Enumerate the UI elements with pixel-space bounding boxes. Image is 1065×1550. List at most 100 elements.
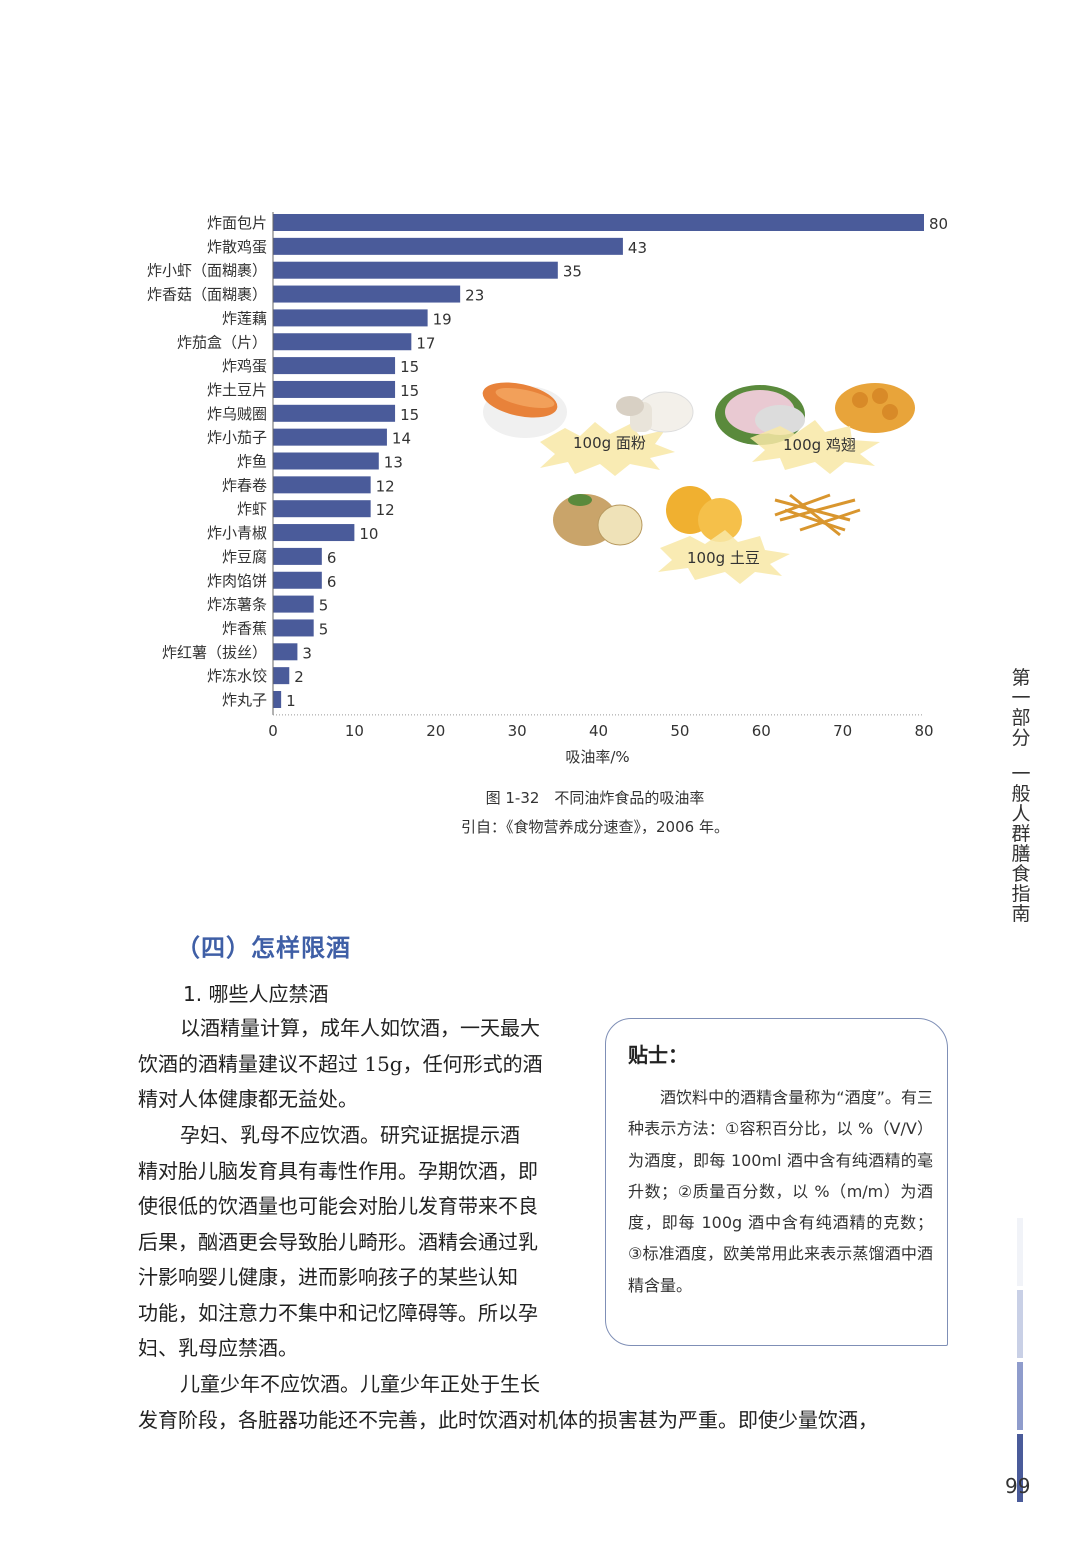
data-label: 12 (376, 501, 395, 519)
side-label-char: 般 (1011, 783, 1031, 805)
chart-bar (273, 643, 298, 661)
tip-title: 贴士： (628, 1043, 688, 1067)
section-title: （四）怎样限酒 (176, 934, 351, 962)
tip-text: 酒饮料中的酒精含量称为“酒度”。有三种表示方法：①容积百分比，以 %（V/V）为… (628, 1088, 933, 1295)
data-label: 14 (392, 430, 411, 448)
category-label: 炸香蕉 (222, 619, 267, 637)
label-burst-potato (658, 530, 790, 584)
side-chapter-label: 第一部分一般人群膳食指南 (1008, 668, 1034, 924)
label-wing: 100g 鸡翅 (783, 436, 856, 454)
figure-source: 引自：《食物营养成分速查》，2006 年。 (461, 818, 729, 836)
side-label-gap (1008, 748, 1034, 764)
category-label: 炸冻水饺 (207, 667, 267, 685)
side-label-char: 群 (1011, 823, 1031, 845)
data-label: 5 (319, 620, 329, 638)
food-photos-illustration: 100g 面粉 100g 鸡翅 100g 土豆 (482, 382, 915, 584)
category-label: 炸虾 (237, 500, 267, 518)
tip-box: 贴士： 酒饮料中的酒精含量称为“酒度”。有三种表示方法：①容积百分比，以 %（V… (605, 1018, 948, 1346)
body-line: 精对人体健康都无益处。 (138, 1087, 358, 1111)
category-label: 炸冻薯条 (207, 596, 267, 614)
chart-bar (273, 476, 371, 494)
body-paragraph-3: 儿童少年不应饮酒。儿童少年正处于生长 发育阶段，各脏器功能还不完善，此时饮酒对机… (138, 1367, 878, 1438)
side-label-char: 部 (1011, 707, 1031, 729)
body-line: 使很低的饮酒量也可能会对胎儿发育带来不良 (138, 1194, 538, 1218)
data-label: 80 (929, 215, 948, 233)
chart-bar (273, 667, 290, 685)
data-label: 17 (416, 334, 435, 352)
side-decoration-bars (1017, 1218, 1023, 1502)
body-line: 功能，如注意力不集中和记忆障碍等。所以孕 (138, 1300, 538, 1325)
x-tick-label: 0 (268, 722, 278, 740)
body-paragraph-1: 以酒精量计算，成年人如饮酒，一天最大 饮酒的酒精量建议不超过 15g，任何形式的… (138, 1011, 543, 1118)
chart-bar (273, 524, 355, 542)
data-label: 2 (294, 668, 304, 686)
x-axis-label: 吸油率/% (565, 748, 629, 766)
chart-bar (273, 595, 314, 613)
body-line: 发育阶段，各脏器功能还不完善，此时饮酒对机体的损害甚为严重。即使少量饮酒， (138, 1407, 878, 1432)
data-label: 6 (327, 549, 337, 567)
body-paragraph-2: 孕妇、乳母不应饮酒。研究证据提示酒 精对胎儿脑发育具有毒性作用。孕期饮酒，即 使… (138, 1118, 538, 1367)
x-tick-label: 10 (345, 722, 364, 740)
data-label: 43 (628, 239, 647, 257)
data-label: 23 (465, 287, 484, 305)
chart-bar (273, 309, 428, 327)
body-line: 汁影响婴儿健康，进而影响孩子的某些认知 (138, 1265, 518, 1289)
page-number: 99 (1005, 1474, 1031, 1498)
x-tick-label: 50 (670, 722, 689, 740)
category-label: 炸丸子 (222, 691, 267, 709)
side-label-char: 指 (1011, 883, 1031, 905)
body-line: 后果，酗酒更会导致胎儿畸形。酒精会通过乳 (138, 1229, 538, 1254)
body-line: 饮酒的酒精量建议不超过 15g，任何形式的酒 (138, 1051, 543, 1076)
data-label: 5 (319, 597, 329, 615)
chart-bar (273, 404, 396, 422)
data-label: 6 (327, 573, 337, 591)
category-label: 炸乌贼圈 (207, 405, 267, 423)
side-label-char: 食 (1011, 863, 1031, 885)
category-label: 炸鸡蛋 (222, 357, 267, 375)
side-label-char: 一 (1011, 763, 1031, 785)
data-label: 35 (563, 263, 582, 281)
x-tick-label: 70 (833, 722, 852, 740)
data-label: 3 (302, 644, 312, 662)
chart-bar (273, 214, 924, 231)
category-label: 炸土豆片 (207, 381, 267, 399)
side-label-char: 分 (1011, 727, 1031, 749)
body-line: 妇、乳母应禁酒。 (138, 1336, 298, 1360)
chart-bar (273, 357, 396, 375)
body-line: 精对胎儿脑发育具有毒性作用。孕期饮酒，即 (138, 1158, 538, 1183)
x-tick-label: 60 (752, 722, 771, 740)
category-label: 炸春卷 (222, 476, 267, 494)
label-burst-flour (540, 422, 675, 476)
body-line: 孕妇、乳母不应饮酒。研究证据提示酒 (180, 1123, 520, 1147)
data-label: 15 (400, 406, 419, 424)
chart-bar (273, 571, 322, 589)
x-tick-label: 80 (914, 722, 933, 740)
side-label-char: 第 (1011, 667, 1031, 689)
chart-bar (273, 691, 282, 708)
category-label: 炸散鸡蛋 (207, 238, 267, 256)
side-label-char: 一 (1011, 687, 1031, 709)
chart-bar (273, 428, 387, 446)
label-flour: 100g 面粉 (573, 434, 646, 452)
chart-bar (273, 380, 396, 398)
section-subtitle: 1. 哪些人应禁酒 (183, 982, 329, 1006)
category-label: 炸小茄子 (207, 429, 267, 447)
label-potato: 100g 土豆 (687, 549, 760, 567)
side-label-char: 膳 (1011, 843, 1031, 865)
data-label: 19 (433, 310, 452, 328)
category-label: 炸面包片 (207, 214, 267, 232)
label-burst-wing (750, 420, 880, 474)
chart-bar (273, 547, 322, 565)
category-label: 炸红薯（拔丝） (162, 643, 267, 661)
data-label: 1 (286, 692, 296, 710)
chart-bar (273, 261, 558, 279)
chart-bar (273, 285, 461, 303)
chart-bar (273, 619, 314, 637)
side-label-char: 人 (1011, 803, 1031, 825)
category-label: 炸莲藕 (222, 309, 267, 327)
category-label: 炸鱼 (237, 453, 267, 471)
body-line: 儿童少年不应饮酒。儿童少年正处于生长 (180, 1372, 540, 1396)
side-label-char: 南 (1011, 903, 1031, 925)
fries-icon (774, 493, 861, 537)
